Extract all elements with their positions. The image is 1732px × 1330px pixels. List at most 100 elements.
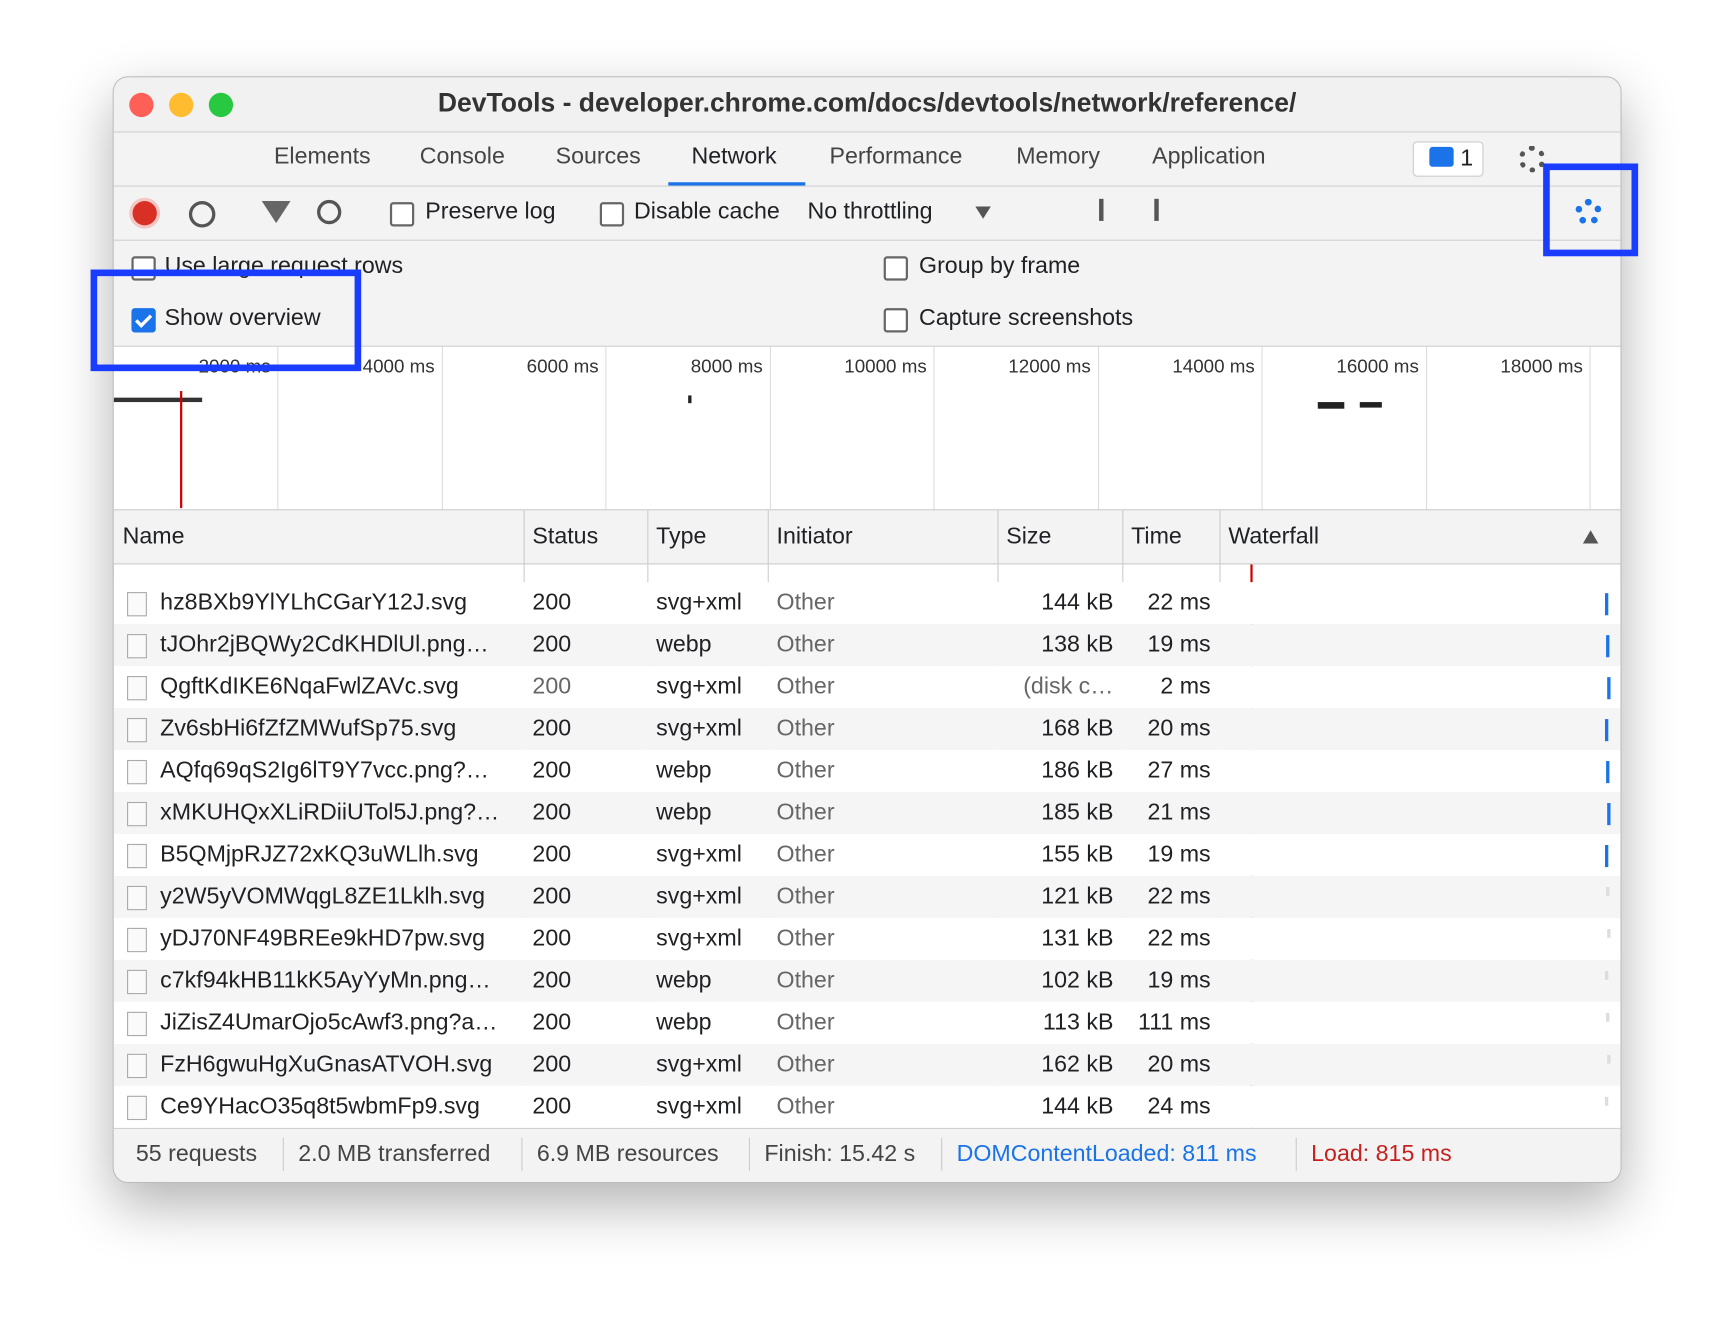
cell: Other: [776, 799, 835, 826]
tab[interactable]: Performance: [829, 143, 963, 170]
status-item: Finish: 15.42 s: [764, 1141, 916, 1167]
cell: svg+xml: [656, 883, 742, 910]
cell: Ce9YHacO35q8t5wbmFp9.svg: [160, 1093, 480, 1119]
file-icon: [127, 927, 147, 953]
cell: webp: [656, 799, 712, 826]
cell: 200: [532, 1051, 572, 1077]
cell: 200: [532, 967, 572, 994]
throttling-arrow: [975, 206, 991, 219]
cell: hz8BXb9YlYLhCGarY12J.svg: [160, 589, 468, 616]
waterfall-bar: [1604, 593, 1609, 616]
issues-count: 1: [1460, 145, 1474, 172]
preserve-log-checkbox[interactable]: [389, 202, 415, 227]
highlight-box: [90, 269, 362, 372]
cell: 144 kB: [1041, 1093, 1114, 1119]
toolbar: [113, 186, 1621, 241]
close-button[interactable]: [129, 92, 154, 118]
cell: 200: [532, 925, 572, 952]
large-rows-checkbox[interactable]: [131, 256, 156, 281]
status-item: 6.9 MB resources: [536, 1141, 719, 1167]
table-row: [113, 1043, 1621, 1086]
cell: svg+xml: [656, 841, 742, 868]
cell: 162 kB: [1041, 1051, 1114, 1077]
cell: yDJ70NF49BREe9kHD7pw.svg: [160, 925, 486, 952]
capture-screenshots-checkbox[interactable]: [883, 308, 908, 333]
cell: 200: [532, 1093, 572, 1119]
overview-grid-line: [605, 346, 607, 510]
status-item: 2.0 MB transferred: [298, 1141, 491, 1167]
import-button[interactable]: [1099, 198, 1104, 221]
tab[interactable]: Memory: [1016, 143, 1101, 170]
column-header: Type: [656, 523, 707, 549]
table-row: [113, 666, 1621, 709]
waterfall-bar: [1606, 635, 1610, 658]
clear-button[interactable]: [188, 201, 216, 228]
cell: (disk c…: [1023, 673, 1114, 700]
minimize-button[interactable]: [169, 92, 194, 118]
cell: svg+xml: [656, 715, 742, 742]
record-button[interactable]: [132, 201, 157, 226]
tab[interactable]: Application: [1152, 143, 1266, 170]
cell: Other: [776, 967, 835, 994]
network-settings-gear[interactable]: [1575, 198, 1602, 226]
cell: 200: [532, 631, 572, 658]
tab[interactable]: Console: [419, 143, 505, 170]
cell: 168 kB: [1041, 715, 1114, 742]
cell: 200: [532, 1009, 572, 1036]
cell: 113 kB: [1042, 1009, 1114, 1036]
issues-badge[interactable]: 1: [1412, 141, 1484, 177]
throttling-select[interactable]: No throttling: [807, 198, 933, 225]
cell: 19 ms: [1147, 631, 1211, 658]
group-by-frame-checkbox[interactable]: [883, 256, 908, 281]
cell: 200: [532, 589, 572, 616]
zoom-button[interactable]: [208, 92, 234, 118]
settings-gear[interactable]: [1518, 145, 1546, 173]
settings-pane: [113, 240, 1621, 347]
overview-bar: [113, 397, 203, 403]
status-divider: [521, 1137, 523, 1171]
search-button[interactable]: [317, 199, 342, 225]
sort-arrow: [1582, 530, 1599, 544]
disable-cache-checkbox[interactable]: [599, 202, 625, 227]
tab[interactable]: Sources: [555, 143, 641, 170]
cell: 200: [532, 841, 572, 868]
filter-button[interactable]: [261, 201, 291, 224]
overview-tick-label: 6000 ms: [526, 355, 599, 377]
file-icon: [127, 885, 147, 911]
table-row: [113, 959, 1621, 1002]
overview-tick-label: 4000 ms: [362, 355, 435, 377]
cell: JiZisZ4UmarOjo5cAwf3.png?a…: [160, 1009, 498, 1036]
cell: Other: [776, 841, 835, 868]
cell: 22 ms: [1147, 883, 1211, 910]
export-button[interactable]: [1154, 198, 1159, 221]
cell: 24 ms: [1147, 1093, 1211, 1119]
cell: webp: [656, 967, 712, 994]
file-icon: [127, 1011, 147, 1037]
show-overview-checkbox[interactable]: [131, 308, 156, 333]
status-divider: [282, 1137, 284, 1171]
file-icon: [127, 801, 147, 827]
waterfall-bar: [1606, 886, 1610, 896]
status-item: DOMContentLoaded: 811 ms: [956, 1141, 1257, 1167]
cell: webp: [656, 1009, 712, 1036]
waterfall-bar: [1604, 970, 1609, 980]
cell: 19 ms: [1147, 841, 1211, 868]
waterfall-bar: [1607, 677, 1611, 700]
cell: Other: [776, 1051, 835, 1077]
cell: webp: [656, 631, 712, 658]
cell: svg+xml: [656, 673, 742, 700]
cell: tJOhr2jBQWy2CdKHDlUl.png…: [160, 631, 489, 658]
table-row: [113, 750, 1621, 792]
cell: webp: [656, 757, 712, 784]
column-header: Status: [532, 523, 599, 549]
tab[interactable]: Elements: [273, 143, 371, 170]
tab[interactable]: Network: [691, 143, 777, 170]
overview-grid-line: [769, 346, 771, 510]
file-icon: [127, 717, 147, 743]
cell: 155 kB: [1041, 841, 1114, 868]
window-title: DevTools - developer.chrome.com/docs/dev…: [437, 88, 1297, 119]
file-icon: [127, 969, 147, 995]
cell: 21 ms: [1147, 799, 1211, 826]
cell: Other: [776, 631, 835, 658]
overview-bar: [1359, 402, 1382, 408]
